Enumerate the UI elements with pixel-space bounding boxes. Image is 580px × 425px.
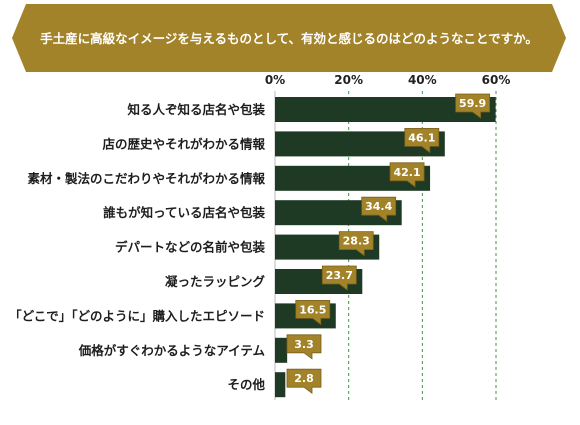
value-badge: 23.7 — [321, 265, 357, 291]
category-labels: 知る人ぞ知る店名や包装店の歴史やそれがわかる情報素材・製法のこだわりやそれがわか… — [9, 102, 265, 392]
x-tick-label: 40% — [408, 73, 437, 87]
bar — [275, 372, 286, 398]
category-label: その他 — [227, 377, 265, 392]
category-label: 素材・製法のこだわりやそれがわかる情報 — [27, 171, 265, 186]
category-label: 「どこで」「どのように」購入したエピソード — [9, 308, 265, 323]
x-tick-label: 0% — [265, 73, 285, 87]
title-banner: 手土産に高級なイメージを与えるものとして、有効と感じるのはどのようなことですか。 — [12, 4, 566, 72]
category-label: デパートなどの名前や包装 — [115, 240, 266, 255]
x-axis-ticks: 0% 20% 40% 60% — [265, 73, 511, 87]
value-badge: 3.3 — [286, 334, 322, 360]
value-badge: 34.4 — [361, 196, 397, 222]
value-badge: 2.8 — [286, 368, 322, 395]
value-label: 42.1 — [393, 166, 420, 179]
chart-title: 手土産に高級なイメージを与えるものとして、有効と感じるのはどのようなことですか。 — [40, 31, 538, 46]
title-banner-shape — [12, 4, 566, 72]
bar — [275, 337, 288, 363]
x-tick-label: 60% — [482, 73, 511, 87]
value-badge-shape — [338, 231, 374, 257]
value-badge: 28.3 — [338, 231, 374, 257]
value-badge-shape — [404, 127, 440, 154]
category-label: 誰もが知っている店名や包装 — [103, 205, 265, 220]
value-label: 34.4 — [365, 200, 392, 213]
value-badge: 42.1 — [389, 162, 425, 188]
value-badge: 46.1 — [404, 127, 440, 154]
x-tick-label: 20% — [334, 73, 363, 87]
category-label: 知る人ぞ知る店名や包装 — [126, 102, 265, 117]
value-badge-shape — [361, 196, 397, 222]
value-badge-shape — [321, 265, 357, 291]
category-label: 価格がすぐわかるようなアイテム — [78, 343, 266, 358]
value-label: 28.3 — [343, 235, 370, 248]
category-label: 凝ったラッピング — [165, 274, 266, 289]
value-badge-shape — [286, 368, 322, 395]
value-label: 23.7 — [326, 269, 353, 282]
value-label: 2.8 — [294, 372, 314, 385]
value-label: 16.5 — [299, 303, 326, 316]
value-label: 59.9 — [459, 97, 486, 110]
value-labels: 59.9 46.1 42.1 34.4 28.3 23.7 16.5 3.3 2.8 — [286, 93, 491, 395]
value-badge-shape — [286, 334, 322, 360]
value-badge-shape — [455, 93, 491, 119]
value-badge: 59.9 — [455, 93, 491, 119]
value-badge-shape — [389, 162, 425, 188]
value-badge-shape — [295, 299, 331, 326]
value-label: 46.1 — [408, 131, 435, 144]
value-badge: 16.5 — [295, 299, 331, 326]
category-label: 店の歴史やそれがわかる情報 — [102, 136, 265, 151]
value-label: 3.3 — [294, 338, 314, 351]
